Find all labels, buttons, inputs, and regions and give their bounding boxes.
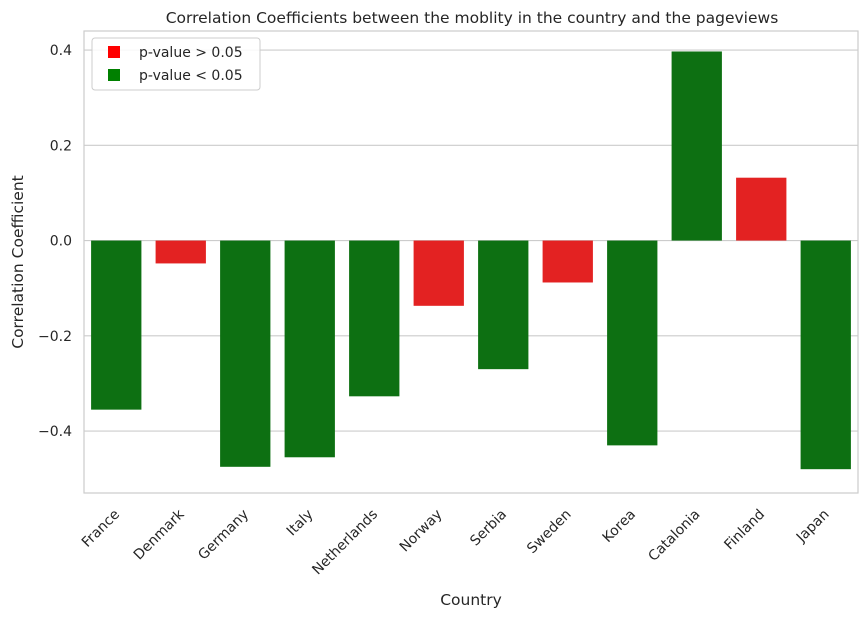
bar-korea [607, 240, 658, 446]
bar-sweden [542, 240, 593, 283]
plot-frame [83, 30, 859, 494]
x-tick-label: Finland [721, 507, 768, 554]
bars [91, 51, 851, 470]
y-tick-label: 0.2 [50, 138, 72, 154]
x-tick-label: Serbia [467, 507, 510, 550]
bar-germany [220, 240, 271, 467]
legend-label: p-value < 0.05 [139, 68, 243, 84]
y-tick-label: −0.2 [38, 329, 72, 345]
legend-label: p-value > 0.05 [139, 45, 243, 61]
legend: p-value > 0.05 p-value < 0.05 [91, 37, 261, 91]
bar-finland [736, 177, 787, 241]
x-tick-label: Catalonia [645, 507, 703, 565]
bar-italy [284, 240, 335, 458]
x-tick-label: Norway [397, 507, 446, 556]
x-axis-label: Country [440, 591, 502, 609]
bar-catalonia [671, 51, 722, 241]
bar-denmark [155, 240, 206, 264]
x-tick-label: Denmark [131, 506, 188, 563]
legend-swatch [108, 69, 120, 81]
bar-japan [800, 240, 851, 470]
x-tick-label: Netherlands [309, 507, 381, 579]
legend-box [91, 37, 261, 91]
y-axis-label: Correlation Coefficient [9, 175, 27, 349]
bar-france [91, 240, 142, 410]
y-axis-ticks: −0.4 −0.2 0.0 0.2 0.4 [38, 43, 72, 440]
y-tick-label: 0.0 [50, 234, 72, 250]
bar-netherlands [349, 240, 400, 397]
x-tick-label: Sweden [524, 507, 574, 557]
x-tick-label: Germany [195, 507, 252, 564]
bar-norway [413, 240, 464, 306]
legend-swatch [108, 46, 120, 58]
x-tick-label: Italy [284, 507, 317, 540]
x-tick-label: France [79, 507, 123, 551]
x-tick-label: Japan [793, 507, 833, 547]
y-tick-label: 0.4 [50, 43, 72, 59]
y-tick-label: −0.4 [38, 424, 72, 440]
x-tick-label: Korea [600, 507, 639, 546]
chart-title: Correlation Coefficients between the mob… [166, 9, 779, 27]
bar-serbia [478, 240, 529, 370]
